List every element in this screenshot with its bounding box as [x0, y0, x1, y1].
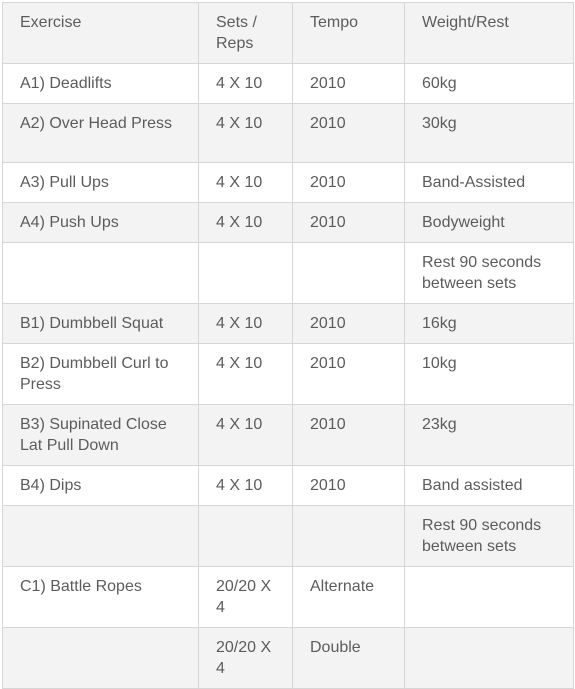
header-weight-rest: Weight/Rest — [404, 2, 574, 64]
header-sets-reps: Sets / Reps — [198, 2, 293, 64]
cell-tempo: Alternate — [292, 566, 405, 628]
table-row: A4) Push Ups 4 X 10 2010 Bodyweight — [2, 202, 574, 243]
table-row: B4) Dips 4 X 10 2010 Band assisted — [2, 465, 574, 506]
cell-weight-rest: 10kg — [404, 343, 574, 405]
cell-tempo: 2010 — [292, 162, 405, 203]
cell-sets-reps: 4 X 10 — [198, 465, 293, 506]
cell-tempo: 2010 — [292, 465, 405, 506]
table-row-rest: Rest 90 seconds between sets — [2, 505, 574, 567]
cell-tempo: 2010 — [292, 103, 405, 163]
cell-exercise: A1) Deadlifts — [2, 63, 199, 104]
cell-weight-rest: Bodyweight — [404, 202, 574, 243]
cell-sets-reps: 4 X 10 — [198, 202, 293, 243]
cell-weight-rest: Band-Assisted — [404, 162, 574, 203]
table-row: B2) Dumbbell Curl to Press 4 X 10 2010 1… — [2, 343, 574, 405]
cell-exercise — [2, 505, 199, 567]
cell-sets-reps: 4 X 10 — [198, 162, 293, 203]
cell-tempo: 2010 — [292, 303, 405, 344]
cell-sets-reps: 20/20 X 4 — [198, 566, 293, 628]
cell-sets-reps — [198, 505, 293, 567]
table-row: 20/20 X 4 Double — [2, 627, 574, 689]
cell-exercise: B4) Dips — [2, 465, 199, 506]
cell-sets-reps: 4 X 10 — [198, 343, 293, 405]
header-exercise: Exercise — [2, 2, 199, 64]
cell-sets-reps: 4 X 10 — [198, 303, 293, 344]
cell-sets-reps — [198, 242, 293, 304]
table-row: A3) Pull Ups 4 X 10 2010 Band-Assisted — [2, 162, 574, 203]
cell-exercise: C1) Battle Ropes — [2, 566, 199, 628]
cell-exercise: B1) Dumbbell Squat — [2, 303, 199, 344]
header-row: Exercise Sets / Reps Tempo Weight/Rest — [2, 2, 574, 64]
table-row-rest: Rest 90 seconds between sets — [2, 242, 574, 304]
cell-tempo: 2010 — [292, 343, 405, 405]
cell-exercise: A2) Over Head Press — [2, 103, 199, 163]
cell-tempo — [292, 242, 405, 304]
cell-exercise — [2, 627, 199, 689]
cell-weight-rest: 60kg — [404, 63, 574, 104]
cell-sets-reps: 4 X 10 — [198, 63, 293, 104]
cell-weight-rest: 30kg — [404, 103, 574, 163]
cell-sets-reps: 4 X 10 — [198, 404, 293, 466]
cell-tempo: 2010 — [292, 202, 405, 243]
cell-tempo: 2010 — [292, 404, 405, 466]
cell-tempo: 2010 — [292, 63, 405, 104]
cell-tempo — [292, 505, 405, 567]
cell-exercise — [2, 242, 199, 304]
cell-exercise: B2) Dumbbell Curl to Press — [2, 343, 199, 405]
table-row: C1) Battle Ropes 20/20 X 4 Alternate — [2, 566, 574, 628]
cell-exercise: A4) Push Ups — [2, 202, 199, 243]
cell-weight-rest: Rest 90 seconds between sets — [404, 505, 574, 567]
cell-sets-reps: 4 X 10 — [198, 103, 293, 163]
cell-weight-rest — [404, 566, 574, 628]
header-tempo: Tempo — [292, 2, 405, 64]
cell-weight-rest — [404, 627, 574, 689]
cell-exercise: B3) Supinated Close Lat Pull Down — [2, 404, 199, 466]
cell-exercise: A3) Pull Ups — [2, 162, 199, 203]
table-row: A1) Deadlifts 4 X 10 2010 60kg — [2, 63, 574, 104]
cell-sets-reps: 20/20 X 4 — [198, 627, 293, 689]
cell-weight-rest: Rest 90 seconds between sets — [404, 242, 574, 304]
cell-weight-rest: Band assisted — [404, 465, 574, 506]
cell-weight-rest: 16kg — [404, 303, 574, 344]
cell-weight-rest: 23kg — [404, 404, 574, 466]
cell-tempo: Double — [292, 627, 405, 689]
table-row: B3) Supinated Close Lat Pull Down 4 X 10… — [2, 404, 574, 466]
table-row: A2) Over Head Press 4 X 10 2010 30kg — [2, 103, 574, 163]
table-row: B1) Dumbbell Squat 4 X 10 2010 16kg — [2, 303, 574, 344]
